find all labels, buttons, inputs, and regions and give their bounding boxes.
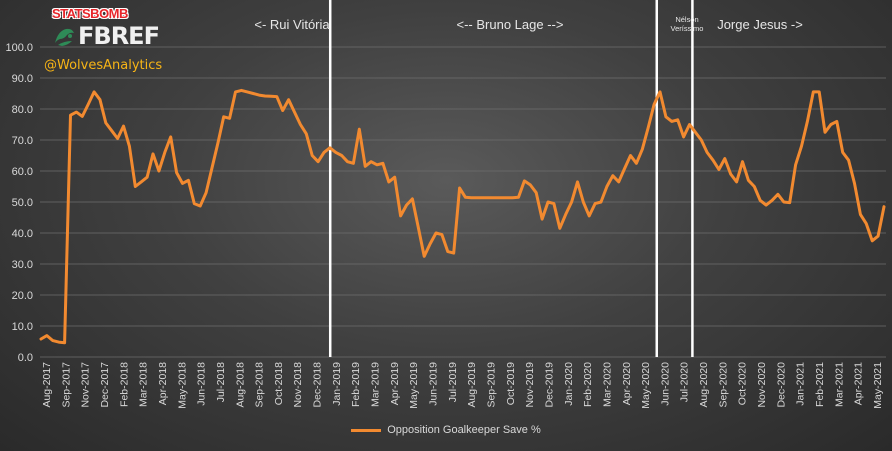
y-tick-label: 70.0 — [12, 135, 33, 147]
y-tick-label: 20.0 — [12, 290, 33, 302]
x-tick-label: Aug-2017 — [41, 362, 53, 408]
x-tick-label: Sep-2020 — [717, 362, 729, 408]
x-tick-label: Dec-2018 — [312, 362, 324, 408]
manager-label: Nélson — [675, 15, 698, 24]
twitter-handle: @WolvesAnalytics — [44, 58, 163, 73]
x-tick-label: Sep-2018 — [254, 362, 266, 408]
fbref-icon — [55, 28, 74, 46]
x-tick-label: Mar-2021 — [833, 362, 845, 407]
x-tick-label: Dec-2017 — [99, 362, 111, 408]
x-tick-label: Mar-2019 — [370, 362, 382, 407]
x-tick-label: Feb-2019 — [350, 362, 362, 407]
x-tick-label: May-2019 — [408, 362, 420, 409]
manager-label: <- Rui Vitória — [254, 17, 330, 32]
x-tick-label: Sep-2017 — [60, 362, 72, 408]
y-tick-label: 40.0 — [12, 228, 33, 240]
x-tick-label: Dec-2020 — [775, 362, 787, 408]
x-tick-label: Oct-2020 — [737, 362, 749, 405]
manager-label: Veríssimo — [671, 24, 704, 33]
x-tick-label: Jul-2019 — [447, 362, 459, 402]
y-tick-label: 100.0 — [5, 42, 33, 54]
x-tick-label: Jun-2018 — [196, 362, 208, 406]
legend-label: Opposition Goalkeeper Save % — [387, 424, 541, 436]
x-tick-label: Mar-2020 — [601, 362, 613, 407]
x-tick-label: Dec-2019 — [543, 362, 555, 408]
x-tick-label: Jan-2021 — [795, 362, 807, 406]
x-tick-label: Feb-2018 — [118, 362, 130, 407]
x-tick-label: Apr-2018 — [157, 362, 169, 405]
x-tick-label: Feb-2020 — [582, 362, 594, 407]
x-tick-label: Jan-2019 — [331, 362, 343, 406]
y-tick-label: 50.0 — [12, 197, 33, 209]
x-tick-label: Jan-2020 — [563, 362, 575, 406]
x-tick-label: Aug-2019 — [466, 362, 478, 408]
legend-swatch — [351, 428, 382, 432]
x-tick-label: May-2021 — [872, 362, 884, 409]
x-tick-label: Aug-2018 — [234, 362, 246, 408]
legend: Opposition Goalkeeper Save % — [0, 424, 892, 436]
y-tick-label: 90.0 — [12, 73, 33, 85]
x-tick-label: Apr-2019 — [389, 362, 401, 405]
statsbomb-logo: STATSBOMB — [52, 6, 128, 21]
x-tick-label: Mar-2018 — [138, 362, 150, 407]
x-tick-label: Jul-2020 — [679, 362, 691, 402]
x-tick-label: Oct-2019 — [505, 362, 517, 405]
manager-label: Jorge Jesus -> — [717, 17, 803, 32]
y-tick-label: 60.0 — [12, 166, 33, 178]
x-tick-label: Oct-2018 — [273, 362, 285, 405]
x-tick-label: Apr-2021 — [853, 362, 865, 405]
x-tick-label: Nov-2017 — [80, 362, 92, 408]
x-tick-label: Jul-2018 — [215, 362, 227, 402]
series-line — [39, 88, 886, 345]
fbref-logo: FBREF — [78, 22, 160, 50]
x-tick-label: Feb-2021 — [814, 362, 826, 407]
x-tick-label: Nov-2018 — [292, 362, 304, 408]
x-tick-label: May-2018 — [176, 362, 188, 409]
y-tick-label: 80.0 — [12, 104, 33, 116]
x-tick-label: Jun-2020 — [659, 362, 671, 406]
x-tick-label: Sep-2019 — [485, 362, 497, 408]
x-tick-label: Nov-2019 — [524, 362, 536, 408]
x-tick-label: Aug-2020 — [698, 362, 710, 408]
y-tick-label: 10.0 — [12, 321, 33, 333]
x-tick-label: Nov-2020 — [756, 362, 768, 408]
manager-label: <-- Bruno Lage --> — [457, 17, 564, 32]
x-tick-label: Apr-2020 — [621, 362, 633, 405]
x-tick-label: Jun-2019 — [428, 362, 440, 406]
y-tick-label: 30.0 — [12, 259, 33, 271]
y-tick-label: 0.0 — [18, 352, 33, 364]
x-tick-label: May-2020 — [640, 362, 652, 409]
brand-logo: STATSBOMB FBREF — [52, 6, 162, 50]
